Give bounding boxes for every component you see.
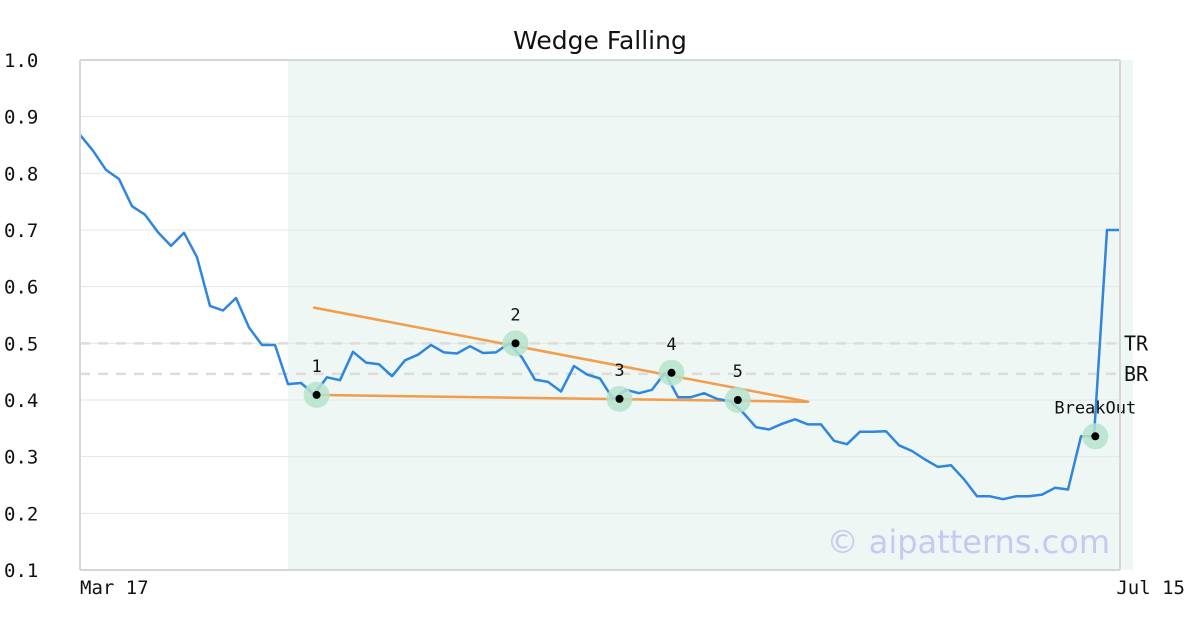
y-tick-label: 0.2 [4, 503, 38, 525]
pattern-points: 1 2 3 4 5 BreakOut [303, 305, 1136, 450]
pattern-region [288, 60, 1133, 570]
point-marker [667, 368, 676, 377]
y-tick-label: 0.1 [4, 560, 38, 582]
reference-line-label: BR [1124, 362, 1149, 386]
point-label: 4 [666, 335, 676, 355]
reference-lines: TR BR [80, 331, 1149, 386]
point-label: 1 [311, 357, 321, 377]
x-tick-label: Jul 15 [1116, 577, 1185, 599]
y-tick-label: 0.4 [4, 390, 38, 412]
y-tick-label: 0.6 [4, 277, 38, 299]
y-tick-label: 0.7 [4, 220, 38, 242]
watermark: © aipatterns.com [827, 523, 1110, 561]
point-label: 2 [510, 305, 520, 325]
y-tick-label: 0.3 [4, 447, 38, 469]
trendline [312, 306, 810, 403]
point-marker [511, 339, 520, 348]
axes: 0.1 0.2 0.3 0.4 0.5 0.6 0.7 0.8 0.9 1.0 Mar 17 Jul … [4, 50, 1185, 599]
point-label: 3 [614, 361, 624, 381]
point-label: BreakOut [1054, 398, 1136, 418]
x-tick-label: Mar 17 [80, 577, 149, 599]
y-tick-label: 0.9 [4, 107, 38, 129]
plot-background [288, 60, 1133, 570]
reference-line-label: TR [1124, 331, 1149, 355]
point-marker [615, 394, 624, 403]
series-line [79, 134, 1120, 501]
chart-title: Wedge Falling [513, 26, 687, 55]
point-label: 5 [733, 362, 743, 382]
y-tick-label: 0.8 [4, 163, 38, 185]
price-series [79, 134, 1120, 501]
point-marker [1091, 432, 1100, 441]
y-tick-label: 0.5 [4, 333, 38, 355]
point-marker [312, 390, 321, 399]
point-marker [733, 396, 742, 404]
y-tick-label: 1.0 [4, 50, 38, 72]
